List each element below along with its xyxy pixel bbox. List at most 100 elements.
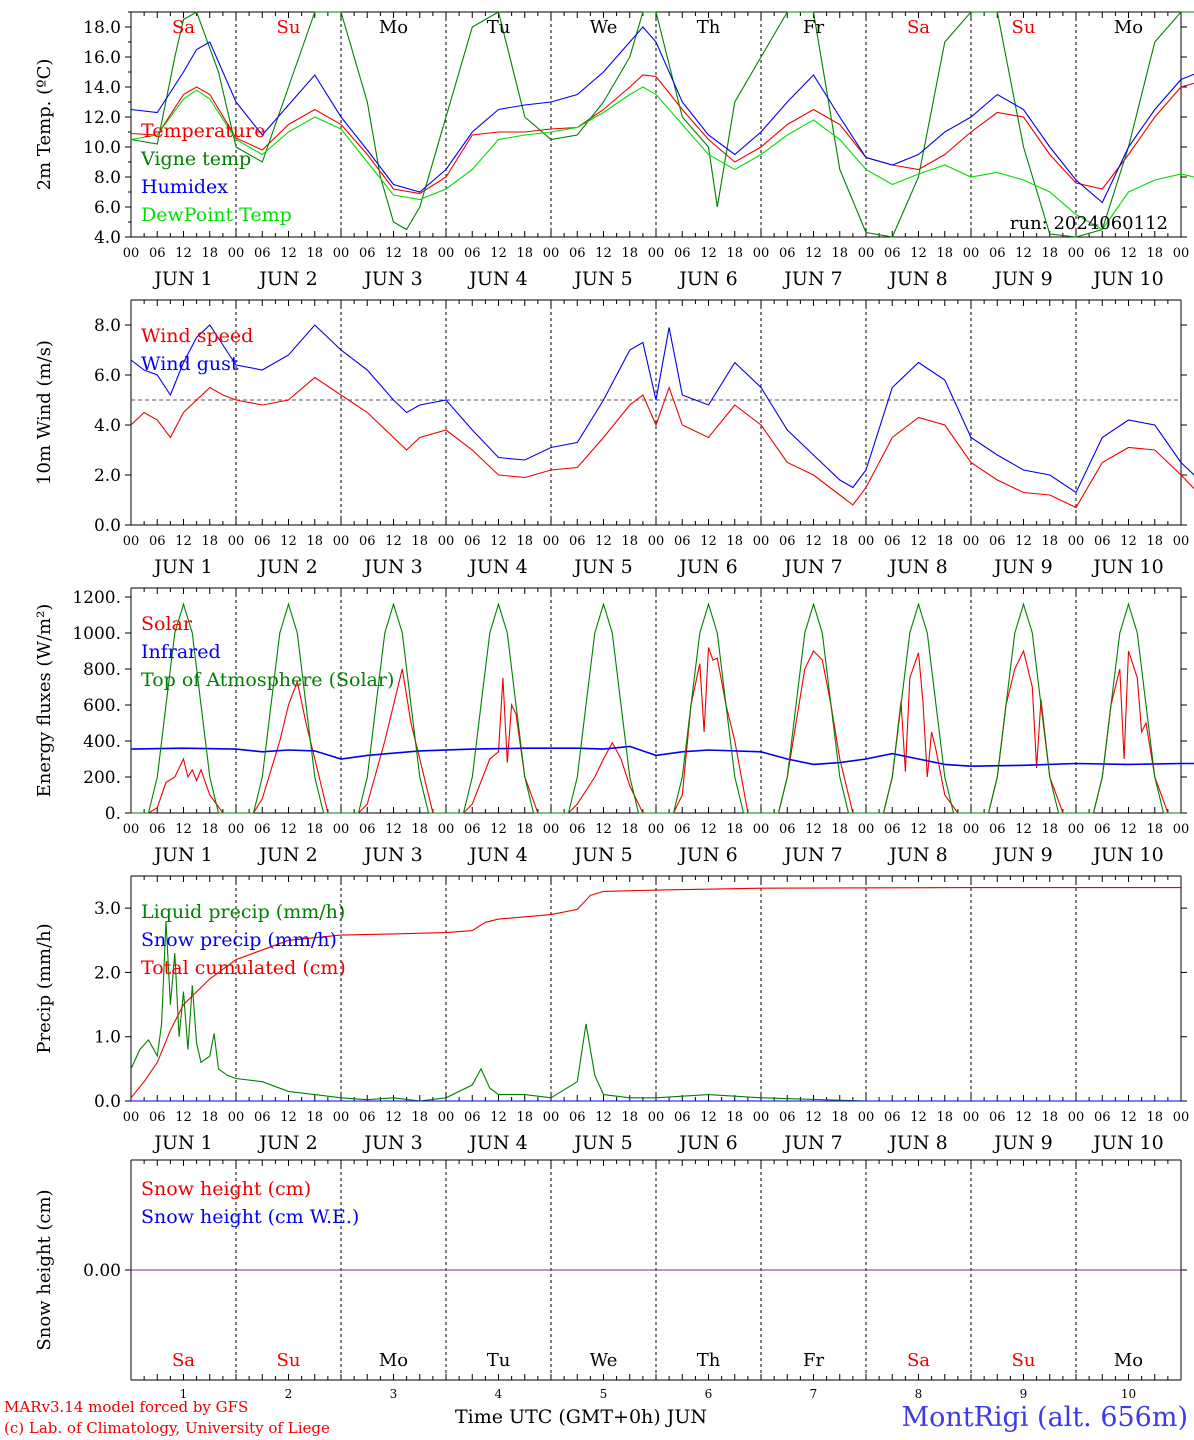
temperature-day-label: JUN 1 xyxy=(152,268,212,290)
energy-hour-label: 06 xyxy=(989,822,1006,837)
precip-day-label: JUN 10 xyxy=(1091,1132,1163,1154)
precip-hour-label: 18 xyxy=(1146,1110,1163,1125)
precip-hour-label: 18 xyxy=(1041,1110,1058,1125)
temperature-hour-label: 06 xyxy=(674,246,691,261)
precip-hour-label: 00 xyxy=(333,1110,350,1125)
precip-day-label: JUN 1 xyxy=(152,1132,212,1154)
wind-hour-label: 06 xyxy=(359,534,376,549)
temperature-legend-entry: Vigne temp xyxy=(140,148,251,170)
wind-hour-label: 00 xyxy=(648,534,665,549)
wind-hour-label: 18 xyxy=(831,534,848,549)
temperature-hour-label: 06 xyxy=(884,246,901,261)
precip-day-label: JUN 8 xyxy=(887,1132,947,1154)
energy-hour-label: 12 xyxy=(490,822,507,837)
temperature-hour-label: 00 xyxy=(438,246,455,261)
wind-hour-label: 18 xyxy=(516,534,533,549)
wind-hour-label: 18 xyxy=(621,534,638,549)
wind-hour-label: 00 xyxy=(1173,534,1190,549)
temperature-hour-label: 12 xyxy=(700,246,717,261)
wind-legend-entry: Wind speed xyxy=(141,325,253,347)
energy-hour-label: 12 xyxy=(910,822,927,837)
energy-hour-label: 00 xyxy=(1068,822,1085,837)
energy-hour-label: 00 xyxy=(1173,822,1190,837)
temperature-hour-label: 12 xyxy=(805,246,822,261)
wind-hour-label: 12 xyxy=(805,534,822,549)
temperature-series-line xyxy=(130,26,1194,204)
wind-day-label: JUN 8 xyxy=(887,556,947,578)
wind-hour-label: 12 xyxy=(1120,534,1137,549)
snow-weekday-label: Fr xyxy=(803,1350,824,1371)
energy-hour-label: 00 xyxy=(123,822,140,837)
temperature-hour-label: 00 xyxy=(648,246,665,261)
energy-hour-label: 06 xyxy=(1094,822,1111,837)
wind-hour-label: 12 xyxy=(490,534,507,549)
temperature-legend-entry: Humidex xyxy=(141,176,228,198)
energy-y-tick-label: 600. xyxy=(83,696,121,716)
temperature-y-tick-label: 18.0 xyxy=(83,18,121,38)
precip-hour-label: 06 xyxy=(359,1110,376,1125)
wind-hour-label: 18 xyxy=(201,534,218,549)
energy-hour-label: 06 xyxy=(149,822,166,837)
precip-hour-label: 18 xyxy=(726,1110,743,1125)
temperature-hour-label: 00 xyxy=(963,246,980,261)
temperature-hour-label: 12 xyxy=(280,246,297,261)
x-axis-title: Time UTC (GMT+0h) JUN xyxy=(455,1406,707,1428)
precip-y-tick-label: 3.0 xyxy=(94,899,121,919)
temperature-y-tick-label: 12.0 xyxy=(83,108,121,128)
temperature-hour-label: 00 xyxy=(228,246,245,261)
precip-hour-label: 18 xyxy=(621,1110,638,1125)
energy-hour-label: 06 xyxy=(884,822,901,837)
wind-day-label: JUN 7 xyxy=(782,556,842,578)
snow-legend-entry: Snow height (cm W.E.) xyxy=(141,1206,359,1228)
temperature-day-label: JUN 5 xyxy=(572,268,632,290)
time-axis-month: JUN xyxy=(666,1406,708,1428)
temperature-hour-label: 06 xyxy=(1094,246,1111,261)
wind-hour-label: 00 xyxy=(963,534,980,549)
precip-legend-entry: Snow precip (mm/h) xyxy=(141,929,337,951)
wind-day-label: JUN 3 xyxy=(362,556,422,578)
wind-hour-label: 00 xyxy=(438,534,455,549)
temperature-y-axis-title: 2m Temp. (ºC) xyxy=(34,59,55,191)
temperature-weekday-label: Sa xyxy=(907,17,930,38)
precip-hour-label: 00 xyxy=(753,1110,770,1125)
temperature-weekday-label: Mo xyxy=(1114,17,1143,38)
precip-hour-label: 12 xyxy=(175,1110,192,1125)
temperature-hour-label: 18 xyxy=(201,246,218,261)
time-axis-title: Time UTC (GMT+0h) xyxy=(455,1406,661,1428)
temperature-hour-label: 18 xyxy=(1146,246,1163,261)
wind-y-tick-label: 8.0 xyxy=(94,316,121,336)
precip-hour-label: 12 xyxy=(805,1110,822,1125)
temperature-hour-label: 18 xyxy=(516,246,533,261)
wind-day-label: JUN 9 xyxy=(992,556,1052,578)
precip-day-label: JUN 9 xyxy=(992,1132,1052,1154)
precip-hour-label: 18 xyxy=(831,1110,848,1125)
precip-hour-label: 06 xyxy=(884,1110,901,1125)
wind-day-label: JUN 1 xyxy=(152,556,212,578)
energy-day-label: JUN 7 xyxy=(782,844,842,866)
precip-hour-label: 18 xyxy=(936,1110,953,1125)
precip-hour-label: 12 xyxy=(490,1110,507,1125)
temperature-hour-label: 00 xyxy=(333,246,350,261)
energy-hour-label: 18 xyxy=(411,822,428,837)
temperature-hour-label: 12 xyxy=(1015,246,1032,261)
energy-day-label: JUN 4 xyxy=(467,844,527,866)
precip-legend-entry: Total cumulated (cm) xyxy=(141,957,346,979)
energy-hour-label: 12 xyxy=(595,822,612,837)
precip-hour-label: 00 xyxy=(228,1110,245,1125)
temperature-hour-label: 12 xyxy=(1120,246,1137,261)
wind-hour-label: 18 xyxy=(726,534,743,549)
wind-hour-label: 12 xyxy=(1015,534,1032,549)
snow-day-number: 5 xyxy=(600,1387,608,1401)
temperature-series-line xyxy=(130,74,1194,195)
energy-hour-label: 18 xyxy=(936,822,953,837)
energy-hour-label: 00 xyxy=(963,822,980,837)
energy-day-label: JUN 3 xyxy=(362,844,422,866)
energy-day-label: JUN 8 xyxy=(887,844,947,866)
wind-hour-label: 06 xyxy=(779,534,796,549)
snow-weekday-label: Sa xyxy=(907,1350,930,1371)
wind-hour-label: 06 xyxy=(989,534,1006,549)
precip-y-axis-title: Precip (mm/h) xyxy=(34,923,55,1053)
energy-hour-label: 06 xyxy=(254,822,271,837)
wind-hour-label: 06 xyxy=(1094,534,1111,549)
